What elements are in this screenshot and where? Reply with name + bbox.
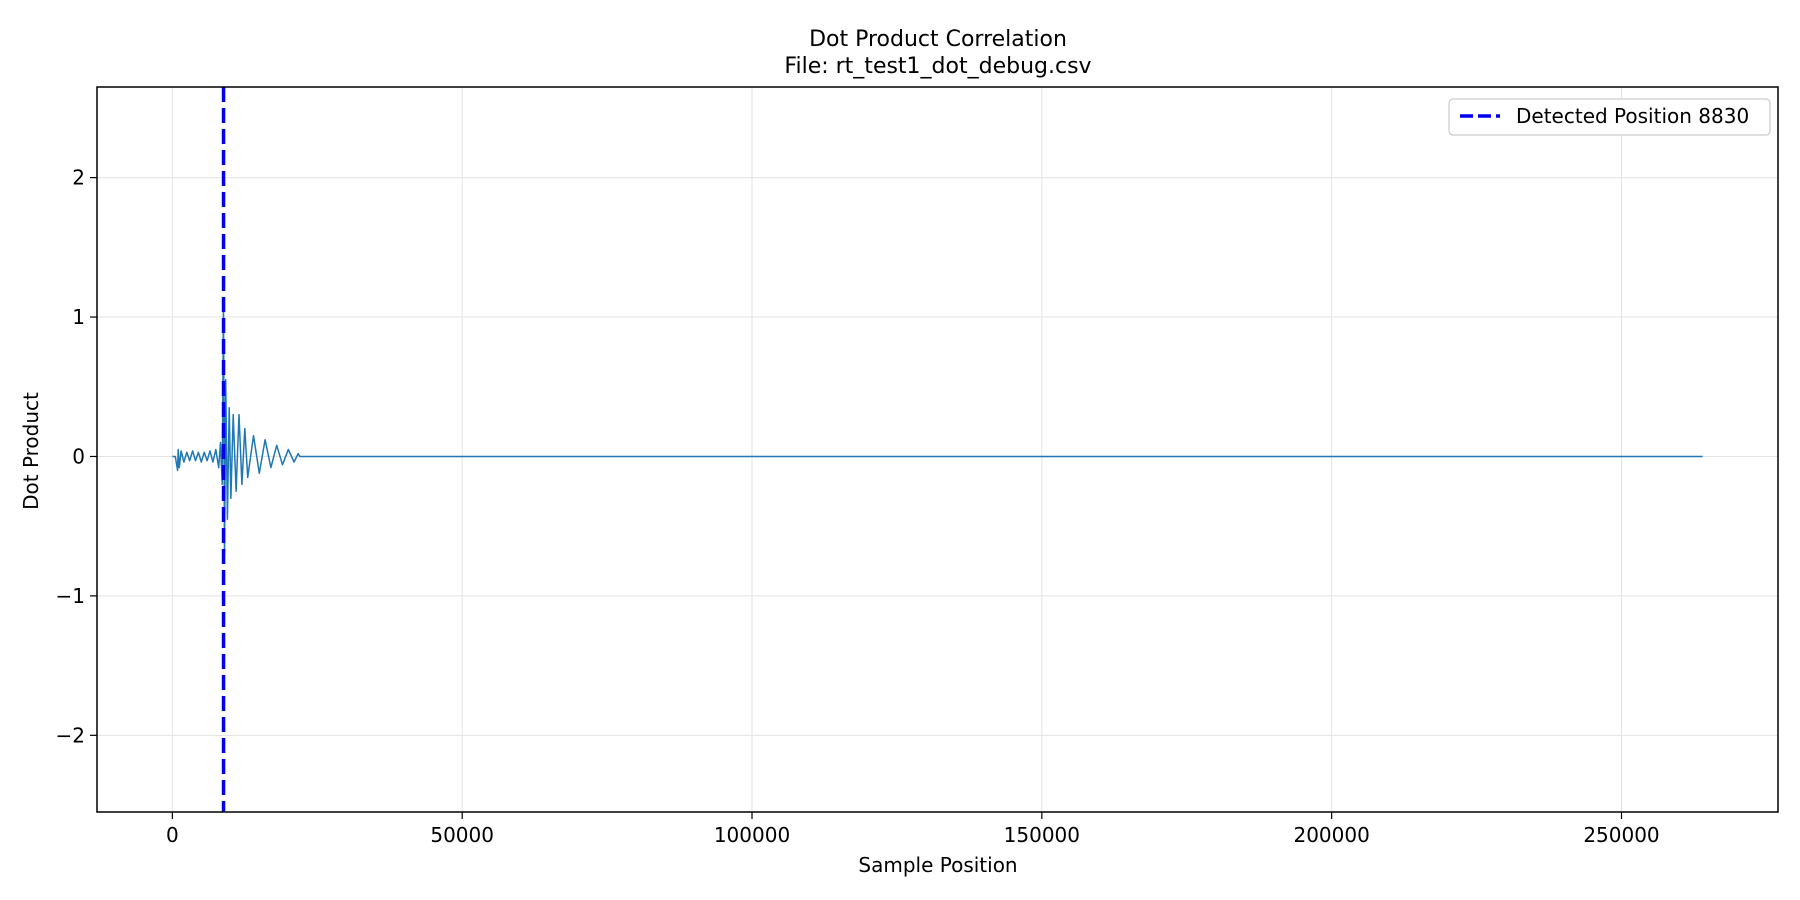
plot-frame — [96, 86, 1779, 813]
series-layer — [172, 302, 1703, 555]
x-axis-label: Sample Position — [858, 853, 1017, 877]
chart-title: Dot Product Correlation — [809, 27, 1067, 52]
x-tick-label: 0 — [166, 823, 179, 847]
x-tick-label: 250000 — [1583, 823, 1659, 847]
chart-subtitle: File: rt_test1_dot_debug.csv — [784, 54, 1091, 79]
y-axis: −2 −1 0 1 2 — [56, 166, 97, 747]
y-tick-label: 0 — [72, 444, 85, 468]
y-tick-label: −2 — [56, 723, 85, 747]
legend-box — [1448, 98, 1771, 136]
y-tick-label: 1 — [72, 305, 85, 329]
legend: Detected Position 8830 — [1448, 98, 1771, 136]
x-tick-label: 200000 — [1293, 823, 1369, 847]
x-tick-label: 150000 — [1004, 823, 1080, 847]
y-tick-label: −1 — [56, 584, 85, 608]
grid — [97, 87, 1778, 812]
x-tick-label: 100000 — [714, 823, 790, 847]
y-axis-label: Dot Product — [19, 392, 43, 510]
x-tick-label: 50000 — [430, 823, 494, 847]
x-axis: 0 50000 100000 150000 200000 250000 — [166, 812, 1660, 847]
series-line — [172, 302, 1703, 555]
y-tick-label: 2 — [72, 166, 85, 190]
legend-label: Detected Position 8830 — [1516, 104, 1749, 128]
